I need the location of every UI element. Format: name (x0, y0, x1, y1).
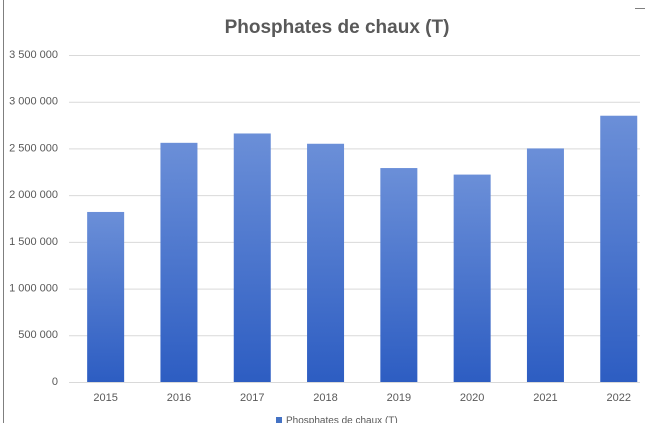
x-tick-label: 2016 (167, 392, 191, 404)
bar (233, 133, 271, 382)
y-tick-label: 2 000 000 (9, 189, 58, 201)
x-tick-label: 2022 (607, 392, 631, 404)
x-tick-label: 2019 (387, 392, 411, 404)
x-tick-label: 2018 (313, 392, 337, 404)
bar (307, 143, 345, 382)
y-tick-label: 1 000 000 (9, 282, 58, 294)
x-tick-label: 2015 (93, 392, 117, 404)
chart-title: Phosphates de chaux (T) (225, 17, 450, 38)
y-tick-label: 2 500 000 (9, 142, 58, 154)
legend-label: Phosphates de chaux (T) (286, 416, 398, 423)
bar (87, 211, 125, 382)
y-tick-label: 500 000 (18, 329, 58, 341)
bar (600, 115, 638, 382)
x-tick-label: 2021 (533, 392, 557, 404)
legend-swatch (276, 417, 282, 423)
x-tick-label: 2017 (240, 392, 264, 404)
bar (453, 174, 491, 382)
y-tick-label: 1 500 000 (9, 236, 58, 248)
y-tick-label: 0 (52, 376, 58, 388)
bar (526, 148, 564, 382)
y-tick-label: 3 000 000 (9, 96, 58, 108)
x-tick-label: 2020 (460, 392, 484, 404)
y-tick-label: 3 500 000 (9, 49, 58, 61)
bar (160, 142, 198, 382)
bar (380, 168, 418, 382)
